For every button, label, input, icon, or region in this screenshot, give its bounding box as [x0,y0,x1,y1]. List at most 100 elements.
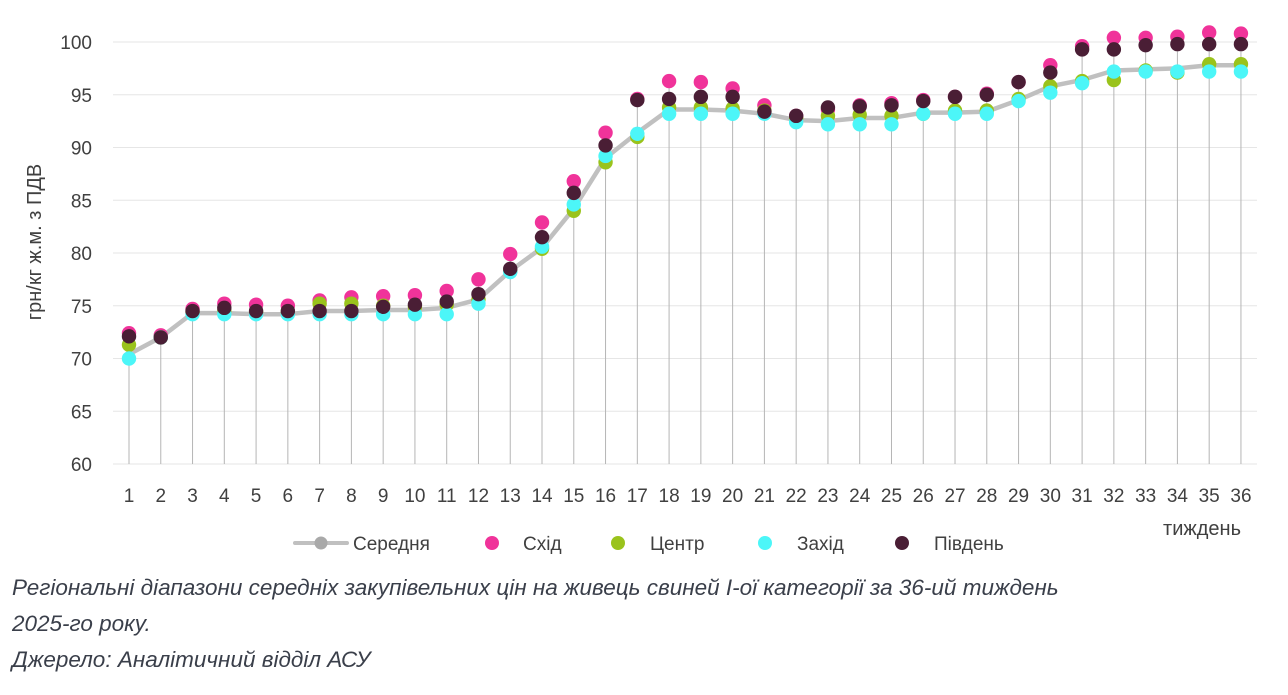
legend-label: Схід [523,534,562,555]
legend-item: Середня [293,534,430,555]
y-axis-ticks: 60 65 70 75 80 85 90 95 100 [60,33,92,476]
data-point [725,106,740,121]
x-tick-label: 23 [817,486,838,507]
x-tick-label: 34 [1167,486,1189,507]
data-point [534,215,550,230]
data-point [280,303,296,319]
data-point [757,104,772,119]
data-point [1201,64,1217,79]
data-point [185,303,200,319]
series-markers [121,25,1249,343]
data-point [439,294,454,309]
data-point [1201,25,1217,40]
data-point [661,106,677,121]
x-tick-label: 8 [346,486,357,507]
data-point [1011,74,1026,90]
x-tick-label: 6 [283,486,294,507]
legend: Середня Схід Центр Захід Південь [293,534,1004,555]
data-point [661,73,677,89]
legend-item: Схід [485,534,562,555]
x-tick-label: 2 [155,486,166,507]
data-point [121,351,137,366]
y-tick-label: 75 [71,297,92,318]
data-point [248,303,264,319]
data-point [566,197,581,212]
data-point [153,330,168,345]
caption-source: Джерело: Аналітичний відділ АСУ [12,647,371,672]
data-point [630,126,645,141]
x-tick-label: 13 [500,486,521,507]
legend-marker-swatch [611,536,625,550]
legend-label: Південь [934,534,1004,555]
data-point [375,299,391,315]
data-point [947,89,963,105]
x-tick-label: 7 [314,486,325,507]
y-tick-label: 80 [71,244,92,265]
y-tick-label: 70 [71,350,92,371]
x-tick-label: 24 [849,486,871,507]
legend-marker-swatch [895,536,909,550]
x-tick-label: 28 [976,486,997,507]
x-tick-label: 12 [468,486,489,507]
legend-item: Захід [758,534,844,555]
y-axis-title: грн/кг ж.м. з ПДВ [24,164,46,320]
data-point [121,329,137,344]
data-point [916,93,931,109]
legend-marker-swatch [758,536,772,550]
legend-label: Центр [650,534,704,555]
data-point [471,272,486,287]
data-point [1233,64,1249,79]
data-point [471,286,486,302]
data-point [1233,36,1249,52]
legend-item: Центр [611,534,704,555]
data-point [1233,26,1249,41]
x-tick-label: 35 [1199,486,1220,507]
data-point [1170,36,1185,52]
x-tick-label: 16 [595,486,616,507]
data-point [503,261,518,277]
series-line-average [126,62,1244,357]
x-tick-label: 21 [754,486,775,507]
data-point [630,92,645,108]
data-point [566,185,581,201]
y-tick-label: 60 [71,455,92,476]
data-point [534,229,550,245]
data-point [1138,64,1153,79]
x-tick-label: 10 [404,486,425,507]
x-tick-label: 29 [1008,486,1029,507]
x-tick-label: 20 [722,486,743,507]
x-tick-label: 30 [1040,486,1061,507]
drop-lines [128,32,1242,464]
data-point [566,174,581,189]
x-tick-label: 5 [251,486,262,507]
data-point [1106,30,1122,45]
data-point [503,246,518,262]
data-point [1201,36,1217,52]
data-point [1074,75,1090,91]
data-point [947,106,963,121]
caption-line-1: Регіональні діапазони середніх закупівел… [12,575,1059,600]
plot-area [121,25,1249,366]
data-point [598,148,613,164]
x-axis-ticks: 1 2 3 4 5 6 7 8 9 10 11 12 13 14 15 16 17 18 19 20 21 22 23 24 2… [124,486,1252,507]
data-point [1043,65,1058,80]
data-point [820,100,836,115]
x-tick-label: 33 [1135,486,1156,507]
x-tick-label: 31 [1072,486,1093,507]
data-point [852,117,867,132]
x-tick-label: 17 [627,486,648,507]
data-point [820,117,836,132]
x-tick-label: 22 [786,486,807,507]
legend-marker-swatch [314,536,328,550]
y-tick-label: 65 [71,402,92,423]
data-point [344,303,359,319]
data-point [852,99,867,114]
x-tick-label: 25 [881,486,902,507]
figure-caption: Регіональні діапазони середніх закупівел… [12,570,1282,678]
x-tick-label: 15 [563,486,584,507]
data-point [407,297,423,312]
x-tick-label: 4 [219,486,230,507]
data-point [312,303,327,319]
data-point [217,300,232,316]
